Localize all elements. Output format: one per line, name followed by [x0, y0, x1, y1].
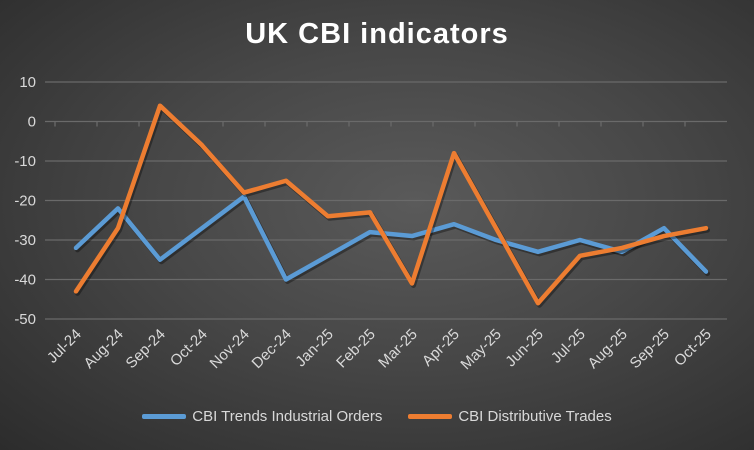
y-tick-label: -10	[14, 153, 36, 170]
legend: CBI Trends Industrial Orders CBI Distrib…	[0, 408, 754, 425]
x-tick-label: Aug-24	[81, 326, 127, 372]
series-line-1	[73, 103, 709, 306]
legend-swatch-distributive-trades	[408, 414, 453, 419]
x-tick-label: May-25	[457, 326, 504, 373]
x-tick-label: Nov-24	[207, 326, 253, 372]
x-tick-label: Oct-25	[671, 326, 715, 370]
y-tick-label: 10	[19, 74, 36, 91]
x-tick-label: Sep-24	[123, 326, 169, 372]
legend-swatch-industrial-orders	[142, 414, 187, 419]
series-shadow	[75, 105, 710, 308]
y-tick-label: -30	[14, 232, 36, 249]
y-tick-label: -40	[14, 272, 36, 289]
y-tick-label: -20	[14, 193, 36, 210]
x-tick-label: Sep-25	[627, 326, 673, 372]
x-tick-label: Feb-25	[333, 326, 379, 372]
x-tick-label: Jan-25	[292, 326, 336, 370]
x-tick-label: Apr-25	[419, 326, 463, 370]
x-tick-label: Dec-24	[249, 326, 295, 372]
legend-item-distributive-trades[interactable]: CBI Distributive Trades	[408, 408, 612, 425]
y-tick-label: -50	[14, 311, 36, 328]
x-tick-label: Jun-25	[502, 326, 546, 370]
x-tick-label: Jul-25	[548, 326, 589, 367]
legend-label: CBI Trends Industrial Orders	[192, 408, 383, 425]
chart-title: UK CBI indicators	[245, 18, 509, 50]
series-line-0	[73, 194, 709, 282]
legend-item-industrial-orders[interactable]: CBI Trends Industrial Orders	[142, 408, 382, 425]
x-tick-label: Jul-24	[44, 326, 85, 367]
x-tick-label: Mar-25	[375, 326, 421, 372]
x-tick-label: Oct-24	[167, 326, 211, 370]
legend-label: CBI Distributive Trades	[458, 408, 612, 425]
y-tick-label: 0	[28, 114, 36, 131]
x-tick-label: Aug-25	[585, 326, 631, 372]
